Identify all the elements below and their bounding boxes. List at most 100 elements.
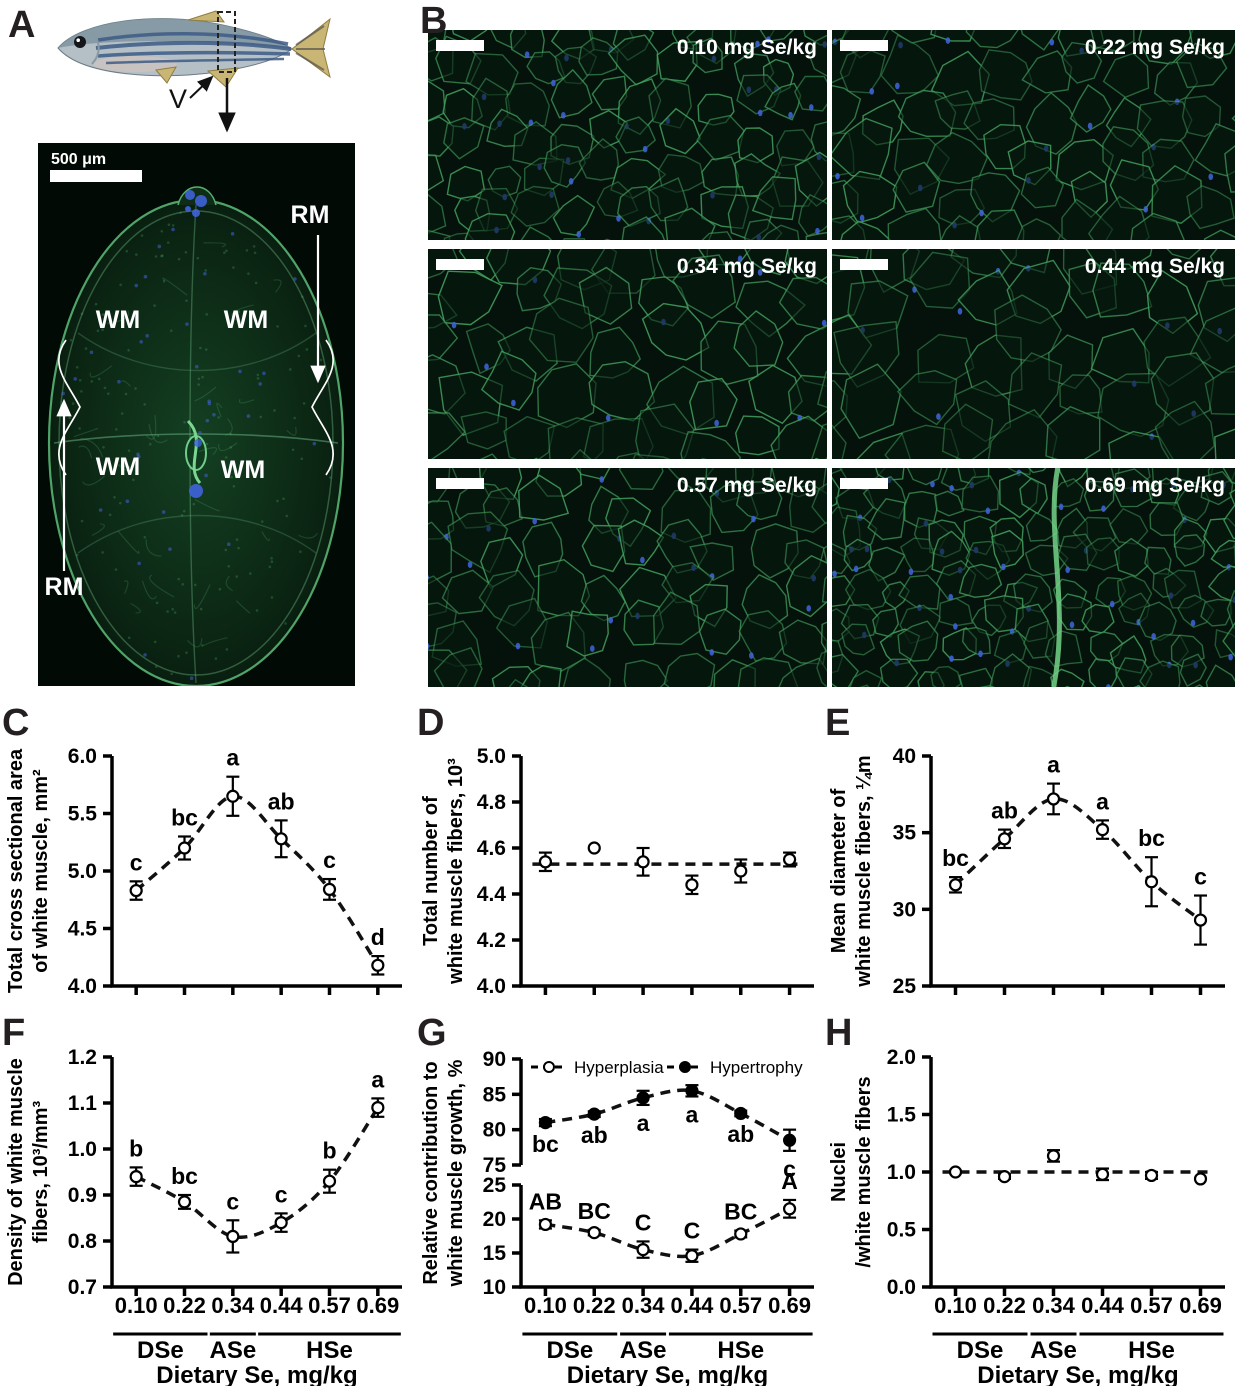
svg-text:DSe: DSe [137, 1337, 184, 1364]
chart-F-svg: 0.7 0.8 0.9 1.0 1.1 1.2 Density of white muscl… [5, 1046, 402, 1386]
chart-H-svg: 0.0 0.5 1.0 1.5 2.0 Nuclei/white muscle fiber… [828, 1046, 1225, 1386]
svg-text:bc: bc [171, 805, 198, 831]
svg-text:bc: bc [171, 1163, 198, 1189]
svg-text:HSe: HSe [306, 1337, 353, 1364]
svg-text:0.22: 0.22 [573, 1293, 616, 1318]
wm-label: WM [96, 306, 140, 334]
svg-text:Nuclei: Nuclei [828, 1142, 850, 1202]
scale-bar [840, 259, 888, 270]
svg-text:0.22: 0.22 [163, 1293, 206, 1318]
svg-text:0.69: 0.69 [356, 1293, 399, 1318]
svg-text:Relative contribution to: Relative contribution to [420, 1061, 442, 1284]
svg-text:85: 85 [483, 1083, 507, 1106]
muscle-fibers-image [832, 249, 1235, 459]
svg-text:35: 35 [893, 822, 917, 845]
chart-G: 75 80 85 90 10 15 20 25 Relative contribution to… [415, 1015, 825, 1386]
svg-text:0.69: 0.69 [1179, 1293, 1222, 1318]
svg-text:bc: bc [532, 1131, 559, 1157]
chart-D: 4.0 4.2 4.4 4.6 4.8 5.0 Total number of white m… [415, 700, 825, 1012]
svg-text:0.10: 0.10 [115, 1293, 158, 1318]
svg-text:0.0: 0.0 [887, 1276, 916, 1299]
panel-b-letter: B [420, 0, 448, 42]
svg-text:HSe: HSe [717, 1337, 764, 1364]
se-dose-label: 0.34 mg Se/kg [676, 255, 817, 278]
panel-d-letter: D [417, 702, 445, 744]
svg-text:ASe: ASe [620, 1337, 667, 1364]
svg-text:DSe: DSe [546, 1337, 593, 1364]
svg-text:b: b [322, 1138, 336, 1164]
rm-label-bottom: RM [45, 573, 84, 601]
chart-D-svg: 4.0 4.2 4.4 4.6 4.8 5.0 Total number of white m… [420, 745, 814, 998]
svg-text:0.57: 0.57 [719, 1293, 762, 1318]
svg-text:0.7: 0.7 [68, 1276, 97, 1299]
svg-text:c: c [323, 847, 336, 873]
svg-text:BC: BC [724, 1199, 757, 1225]
svg-text:0.34: 0.34 [211, 1293, 255, 1318]
svg-text:Total number of: Total number of [420, 796, 442, 946]
micrograph-se-0.69: 0.69 mg Se/kg [832, 468, 1235, 687]
svg-text:HSe: HSe [1128, 1337, 1175, 1364]
svg-text:d: d [371, 924, 385, 950]
svg-text:DSe: DSe [957, 1337, 1004, 1364]
muscle-fibers-image [428, 30, 827, 240]
svg-text:1.5: 1.5 [887, 1104, 917, 1127]
svg-text:c: c [1194, 864, 1207, 890]
svg-text:40: 40 [893, 745, 916, 768]
scale-bar [50, 170, 142, 182]
svg-text:C: C [684, 1218, 701, 1244]
panel-f-letter: F [2, 1012, 26, 1054]
panel-g-letter: G [417, 1012, 447, 1054]
svg-text:25: 25 [483, 1174, 507, 1197]
muscle-fibers-image [832, 30, 1235, 240]
muscle-fibers-image [428, 249, 827, 459]
svg-text:a: a [686, 1101, 699, 1127]
svg-text:b: b [129, 1135, 143, 1161]
svg-text:0.44: 0.44 [260, 1293, 304, 1318]
chart-H: 0.0 0.5 1.0 1.5 2.0 Nuclei/white muscle fiber… [823, 1015, 1235, 1386]
svg-text:a: a [1096, 788, 1109, 814]
wm-label: WM [96, 453, 140, 481]
svg-text:0.22: 0.22 [983, 1293, 1026, 1318]
scale-bar [436, 40, 484, 51]
rm-label-top: RM [291, 201, 330, 229]
svg-text:ab: ab [268, 788, 295, 814]
micrograph-se-0.10: 0.10 mg Se/kg [428, 30, 827, 240]
svg-text:15: 15 [483, 1242, 507, 1265]
micrograph-se-0.44: 0.44 mg Se/kg [832, 249, 1235, 459]
svg-text:Hypertrophy: Hypertrophy [710, 1058, 803, 1077]
svg-text:0.44: 0.44 [671, 1293, 715, 1318]
svg-text:5.5: 5.5 [68, 803, 98, 826]
chart-C-svg: 4.0 4.5 5.0 5.5 6.0 Total cross sectional are… [5, 745, 402, 998]
muscle-fibers-image [428, 468, 827, 687]
svg-text:0.5: 0.5 [887, 1219, 917, 1242]
svg-text:ab: ab [581, 1122, 608, 1148]
svg-text:6.0: 6.0 [68, 745, 97, 768]
se-dose-label: 0.44 mg Se/kg [1084, 255, 1225, 278]
svg-text:a: a [371, 1066, 384, 1092]
svg-text:4.0: 4.0 [68, 975, 97, 998]
svg-text:5.0: 5.0 [477, 745, 506, 768]
micrograph-se-0.22: 0.22 mg Se/kg [832, 30, 1235, 240]
svg-text:30: 30 [893, 898, 916, 921]
scale-bar [436, 478, 484, 489]
micrograph-se-0.34: 0.34 mg Se/kg [428, 249, 827, 459]
chart-F: 0.7 0.8 0.9 1.0 1.1 1.2 Density of white muscl… [0, 1015, 413, 1386]
svg-text:0.57: 0.57 [308, 1293, 351, 1318]
scale-bar [436, 259, 484, 270]
svg-text:0.34: 0.34 [622, 1293, 666, 1318]
cross-section-svg: RM RM WM WM WM WM 500 μm [38, 143, 355, 686]
svg-text:5.0: 5.0 [68, 860, 97, 883]
svg-text:/white muscle fibers: /white muscle fibers [853, 1076, 875, 1267]
se-dose-label: 0.10 mg Se/kg [676, 36, 817, 59]
svg-text:a: a [1047, 752, 1060, 778]
svg-text:c: c [275, 1181, 288, 1207]
svg-text:0.69: 0.69 [768, 1293, 811, 1318]
chart-E: 25 30 35 40 Mean diameter of white muscle fib… [823, 700, 1235, 1012]
zebrafish-illustration: V [40, 4, 370, 142]
svg-text:75: 75 [483, 1154, 507, 1177]
svg-text:1.0: 1.0 [68, 1138, 97, 1161]
svg-text:Dietary Se, mg/kg: Dietary Se, mg/kg [977, 1362, 1178, 1386]
scale-bar [840, 478, 888, 489]
wm-label: WM [221, 456, 265, 484]
